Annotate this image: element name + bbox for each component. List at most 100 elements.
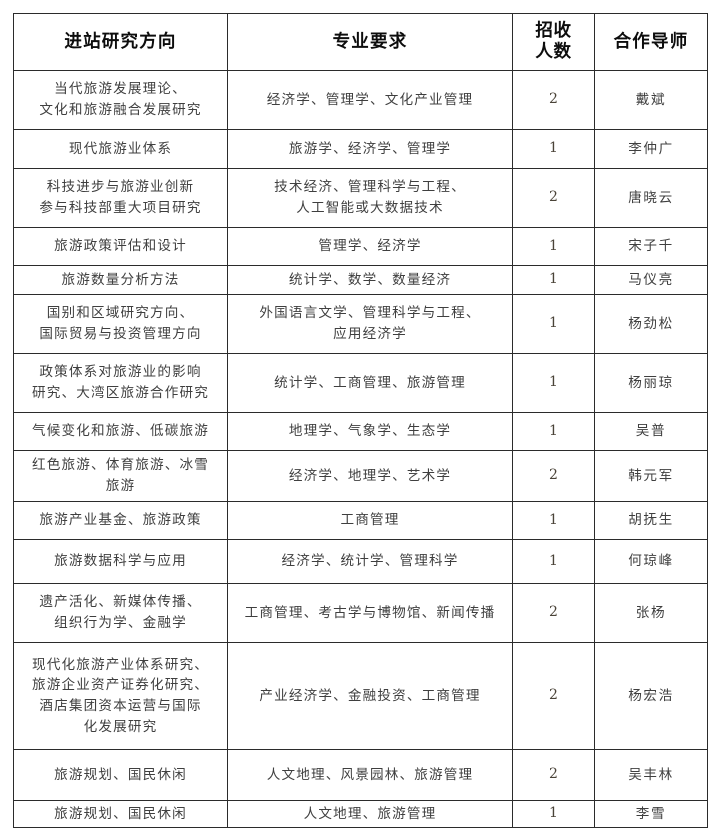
cell-line: 旅游规划、国民休闲 xyxy=(54,805,187,822)
cell-line: 化发展研究 xyxy=(83,718,158,735)
table-row: 旅游数量分析方法 统计学、数学、数量经济 1 马仪亮 xyxy=(13,265,708,295)
table-body: 当代旅游发展理论、 文化和旅游融合发展研究 经济学、管理学、文化产业管理 2 戴斌 现代旅… xyxy=(13,70,708,828)
cell-line: 1 xyxy=(549,237,558,254)
cell-line: 吴普 xyxy=(635,423,667,440)
cell-line: 管理学、经济学 xyxy=(318,238,422,255)
cell-line: 国别和区域研究方向、 xyxy=(46,305,195,322)
cell-mentor-name: 马仪亮 xyxy=(594,265,708,295)
cell-line: 旅游数量分析方法 xyxy=(61,271,180,288)
table-row: 政策体系对旅游业的影响 研究、大湾区旅游合作研究 统计学、工商管理、旅游管理 1 杨丽琼 xyxy=(13,353,708,413)
table-header-row: 进站研究方向 专业要求 招收 人数 合作导师 xyxy=(13,13,708,71)
cell-recruit-count: 1 xyxy=(512,294,595,354)
table-row: 遗产活化、新媒体传播、 组织行为学、金融学 工商管理、考古学与博物馆、新闻传播 2 张杨 xyxy=(13,583,708,643)
cell-mentor-name: 杨宏浩 xyxy=(594,642,708,750)
cell-research-direction: 科技进步与旅游业创新 参与科技部重大项目研究 xyxy=(13,168,228,228)
cell-mentor-name: 吴丰林 xyxy=(594,749,708,801)
cell-line: 统计学、数学、数量经济 xyxy=(288,271,452,288)
cell-line: 1 xyxy=(549,805,558,822)
cell-line: 经济学、地理学、艺术学 xyxy=(288,467,452,484)
cell-mentor-name: 何琼峰 xyxy=(594,539,708,584)
cell-research-direction: 气候变化和旅游、低碳旅游 xyxy=(13,412,228,451)
cell-mentor-name: 张杨 xyxy=(594,583,708,643)
cell-line: 旅游政策评估和设计 xyxy=(54,238,187,255)
cell-major-requirement: 旅游学、经济学、管理学 xyxy=(227,129,513,169)
cell-recruit-count: 2 xyxy=(512,642,595,750)
cell-line: 2 xyxy=(549,189,558,206)
cell-mentor-name: 韩元军 xyxy=(594,450,708,502)
cell-mentor-name: 李雪 xyxy=(594,800,708,828)
cell-research-direction: 国别和区域研究方向、 国际贸易与投资管理方向 xyxy=(13,294,228,354)
table-header: 进站研究方向 专业要求 招收 人数 合作导师 xyxy=(13,13,708,71)
cell-line: 1 xyxy=(549,315,558,332)
cell-line: 杨劲松 xyxy=(628,315,674,332)
cell-mentor-name: 唐晓云 xyxy=(594,168,708,228)
cell-line: 遗产活化、新媒体传播、 xyxy=(39,594,202,611)
cell-line: 气候变化和旅游、低碳旅游 xyxy=(32,423,209,440)
cell-recruit-count: 1 xyxy=(512,412,595,451)
cell-research-direction: 遗产活化、新媒体传播、 组织行为学、金融学 xyxy=(13,583,228,643)
table-row: 旅游数据科学与应用 经济学、统计学、管理科学 1 何琼峰 xyxy=(13,539,708,584)
cell-research-direction: 现代化旅游产业体系研究、 旅游企业资产证券化研究、 酒店集团资本运营与国际 化发展研究 xyxy=(13,642,228,750)
table-row: 气候变化和旅游、低碳旅游 地理学、气象学、生态学 1 吴普 xyxy=(13,412,708,451)
cell-mentor-name: 宋子千 xyxy=(594,227,708,266)
cell-line: 经济学、统计学、管理科学 xyxy=(281,553,459,570)
cell-line: 吴丰林 xyxy=(628,766,674,783)
cell-research-direction: 旅游数量分析方法 xyxy=(13,265,228,295)
cell-line: 应用经济学 xyxy=(333,326,407,342)
cell-line: 旅游规划、国民休闲 xyxy=(54,766,187,783)
cell-line: 2 xyxy=(549,687,558,704)
cell-mentor-name: 李仲广 xyxy=(594,129,708,169)
cell-line: 地理学、气象学、生态学 xyxy=(288,423,452,440)
cell-line: 国际贸易与投资管理方向 xyxy=(39,326,202,342)
cell-line: 工商管理 xyxy=(340,512,400,529)
cell-line: 李雪 xyxy=(635,805,667,822)
cell-line: 杨宏浩 xyxy=(628,687,674,704)
table-row: 旅游规划、国民休闲 人文地理、风景园林、旅游管理 2 吴丰林 xyxy=(13,749,708,801)
table-row: 旅游规划、国民休闲 人文地理、旅游管理 1 李雪 xyxy=(13,800,708,828)
table-row: 当代旅游发展理论、 文化和旅游融合发展研究 经济学、管理学、文化产业管理 2 戴斌 xyxy=(13,70,708,130)
cell-research-direction: 旅游政策评估和设计 xyxy=(13,227,228,266)
cell-line: 红色旅游、体育旅游、冰雪 xyxy=(32,457,209,474)
cell-major-requirement: 统计学、数学、数量经济 xyxy=(227,265,513,295)
cell-major-requirement: 技术经济、管理科学与工程、 人工智能或大数据技术 xyxy=(227,168,513,228)
cell-recruit-count: 1 xyxy=(512,539,595,584)
cell-research-direction: 红色旅游、体育旅游、冰雪 旅游 xyxy=(13,450,228,502)
cell-recruit-count: 1 xyxy=(512,129,595,169)
cell-research-direction: 现代旅游业体系 xyxy=(13,129,228,169)
cell-line: 旅游数据科学与应用 xyxy=(54,553,187,570)
cell-line: 组织行为学、金融学 xyxy=(54,615,187,631)
cell-line: 杨丽琼 xyxy=(628,374,674,391)
cell-line: 1 xyxy=(549,511,558,528)
cell-line: 1 xyxy=(549,422,558,439)
table-row: 旅游政策评估和设计 管理学、经济学 1 宋子千 xyxy=(13,227,708,266)
cell-mentor-name: 戴斌 xyxy=(594,70,708,130)
cell-line: 1 xyxy=(549,140,558,157)
cell-major-requirement: 工商管理 xyxy=(227,501,513,540)
cell-major-requirement: 经济学、统计学、管理科学 xyxy=(227,539,513,584)
cell-line: 经济学、管理学、文化产业管理 xyxy=(266,91,474,108)
cell-line: 研究、大湾区旅游合作研究 xyxy=(32,385,209,401)
cell-major-requirement: 工商管理、考古学与博物馆、新闻传播 xyxy=(227,583,513,643)
cell-line: 人文地理、旅游管理 xyxy=(303,805,437,822)
cell-line: 现代化旅游产业体系研究、 xyxy=(32,656,209,673)
cell-line: 胡抚生 xyxy=(628,512,674,529)
cell-line: 当代旅游发展理论、 xyxy=(54,81,187,98)
cell-recruit-count: 1 xyxy=(512,265,595,295)
cell-mentor-name: 杨丽琼 xyxy=(594,353,708,413)
table-row: 科技进步与旅游业创新 参与科技部重大项目研究 技术经济、管理科学与工程、 人工智能或大… xyxy=(13,168,708,228)
cell-line: 工商管理、考古学与博物馆、新闻传播 xyxy=(244,604,496,621)
cell-major-requirement: 经济学、地理学、艺术学 xyxy=(227,450,513,502)
cell-recruit-count: 2 xyxy=(512,168,595,228)
cell-line: 技术经济、管理科学与工程、 xyxy=(274,179,466,196)
column-header-count: 招收 人数 xyxy=(512,13,595,71)
column-header-mentor: 合作导师 xyxy=(594,13,708,71)
cell-line: 酒店集团资本运营与国际 xyxy=(39,698,202,714)
cell-line: 旅游 xyxy=(105,478,136,494)
cell-major-requirement: 人文地理、风景园林、旅游管理 xyxy=(227,749,513,801)
cell-research-direction: 旅游规划、国民休闲 xyxy=(13,749,228,801)
table-row: 旅游产业基金、旅游政策 工商管理 1 胡抚生 xyxy=(13,501,708,540)
cell-line: 2 xyxy=(549,467,558,484)
cell-recruit-count: 1 xyxy=(512,227,595,266)
cell-mentor-name: 杨劲松 xyxy=(594,294,708,354)
cell-line: 旅游企业资产证券化研究、 xyxy=(32,677,209,694)
